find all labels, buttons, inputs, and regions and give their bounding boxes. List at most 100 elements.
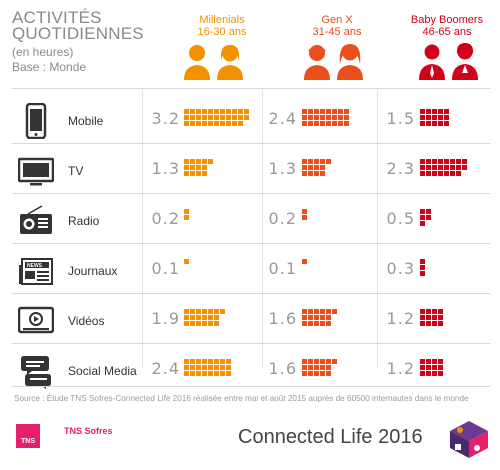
- brand-name: TNS Sofres: [64, 426, 113, 436]
- bar-unit: [308, 121, 313, 126]
- bar-unit: [308, 115, 313, 120]
- bar-unit: [420, 159, 425, 164]
- bar-unit: [208, 109, 213, 114]
- bar-unit: [202, 365, 207, 370]
- data-label: 0.1: [268, 259, 297, 278]
- bar-unit: [202, 321, 207, 326]
- header-divider: [12, 88, 490, 89]
- bar-unit: [214, 109, 219, 114]
- television-icon: [17, 153, 55, 189]
- bar-unit: [332, 309, 337, 314]
- bar-unit: [208, 321, 213, 326]
- bar-unit: [308, 365, 313, 370]
- bar-unit: [196, 121, 201, 126]
- bar-unit: [226, 371, 231, 376]
- bar-unit: [314, 121, 319, 126]
- bar-unit: [432, 359, 437, 364]
- bar-unit: [184, 165, 189, 170]
- bar-unit: [184, 359, 189, 364]
- row-divider: [12, 143, 490, 144]
- bar-unit: [308, 159, 313, 164]
- activity-row: TV 1.3 1.3 2.3: [0, 147, 500, 193]
- bar-unit: [462, 165, 467, 170]
- bar-unit: [320, 371, 325, 376]
- bar-unit: [208, 365, 213, 370]
- bar-unit: [426, 209, 431, 214]
- connected-cube-icon: [450, 421, 488, 458]
- bar-unit: [196, 159, 201, 164]
- bar-unit: [184, 209, 189, 214]
- bar-unit: [208, 359, 213, 364]
- bar-unit: [420, 271, 425, 276]
- bar-unit: [420, 365, 425, 370]
- bar-unit: [320, 121, 325, 126]
- bar-unit: [344, 109, 349, 114]
- bar: [184, 309, 225, 326]
- bar-unit: [196, 315, 201, 320]
- bar-unit: [184, 365, 189, 370]
- bar: [302, 159, 331, 176]
- data-label: 1.6: [268, 309, 297, 328]
- bar-unit: [226, 359, 231, 364]
- bar-unit: [190, 359, 195, 364]
- bar-unit: [184, 171, 189, 176]
- bar-unit: [426, 115, 431, 120]
- base-label: Base : Monde: [12, 60, 87, 74]
- group-header-genx: Gen X 31-45 ans: [282, 14, 392, 38]
- bar-unit: [420, 321, 425, 326]
- bar-unit: [444, 165, 449, 170]
- bar: [184, 209, 189, 220]
- bar: [184, 109, 249, 126]
- bar-unit: [426, 171, 431, 176]
- bar-unit: [432, 109, 437, 114]
- bar-unit: [314, 315, 319, 320]
- data-label: 1.6: [268, 359, 297, 378]
- bar-unit: [196, 165, 201, 170]
- bar-unit: [314, 115, 319, 120]
- bar-unit: [438, 309, 443, 314]
- bar-unit: [208, 115, 213, 120]
- bar-unit: [338, 115, 343, 120]
- bar-unit: [190, 109, 195, 114]
- bar-unit: [426, 309, 431, 314]
- bar: [184, 159, 213, 176]
- bar: [302, 259, 307, 264]
- bar-unit: [444, 171, 449, 176]
- bar-unit: [344, 115, 349, 120]
- bar-unit: [190, 121, 195, 126]
- activity-label: Radio: [68, 214, 100, 228]
- bar-unit: [302, 171, 307, 176]
- bar-unit: [462, 159, 467, 164]
- bar-unit: [308, 171, 313, 176]
- bar-unit: [232, 115, 237, 120]
- activity-row: Mobile 3.2 2.4 1.5: [0, 97, 500, 143]
- bar-unit: [432, 165, 437, 170]
- group-name: Gen X: [321, 14, 353, 26]
- bar-unit: [196, 365, 201, 370]
- bar-unit: [208, 309, 213, 314]
- bar-unit: [438, 371, 443, 376]
- bar-unit: [220, 365, 225, 370]
- bar-unit: [420, 309, 425, 314]
- bar-unit: [326, 309, 331, 314]
- bar-unit: [190, 321, 195, 326]
- bar-unit: [432, 315, 437, 320]
- bar-unit: [332, 109, 337, 114]
- data-label: 1.9: [151, 309, 180, 328]
- bar-unit: [320, 115, 325, 120]
- bar-unit: [438, 159, 443, 164]
- group-ages: 46-65 ans: [422, 26, 472, 38]
- bar-unit: [196, 321, 201, 326]
- bar-unit: [332, 359, 337, 364]
- bar-unit: [214, 359, 219, 364]
- bar-unit: [326, 365, 331, 370]
- bar-unit: [302, 365, 307, 370]
- data-label: 0.1: [151, 259, 180, 278]
- bar-unit: [320, 159, 325, 164]
- column-divider: [377, 90, 378, 368]
- bar-unit: [456, 171, 461, 176]
- bar-unit: [220, 309, 225, 314]
- bar-unit: [320, 315, 325, 320]
- bar-unit: [308, 315, 313, 320]
- bar-unit: [308, 371, 313, 376]
